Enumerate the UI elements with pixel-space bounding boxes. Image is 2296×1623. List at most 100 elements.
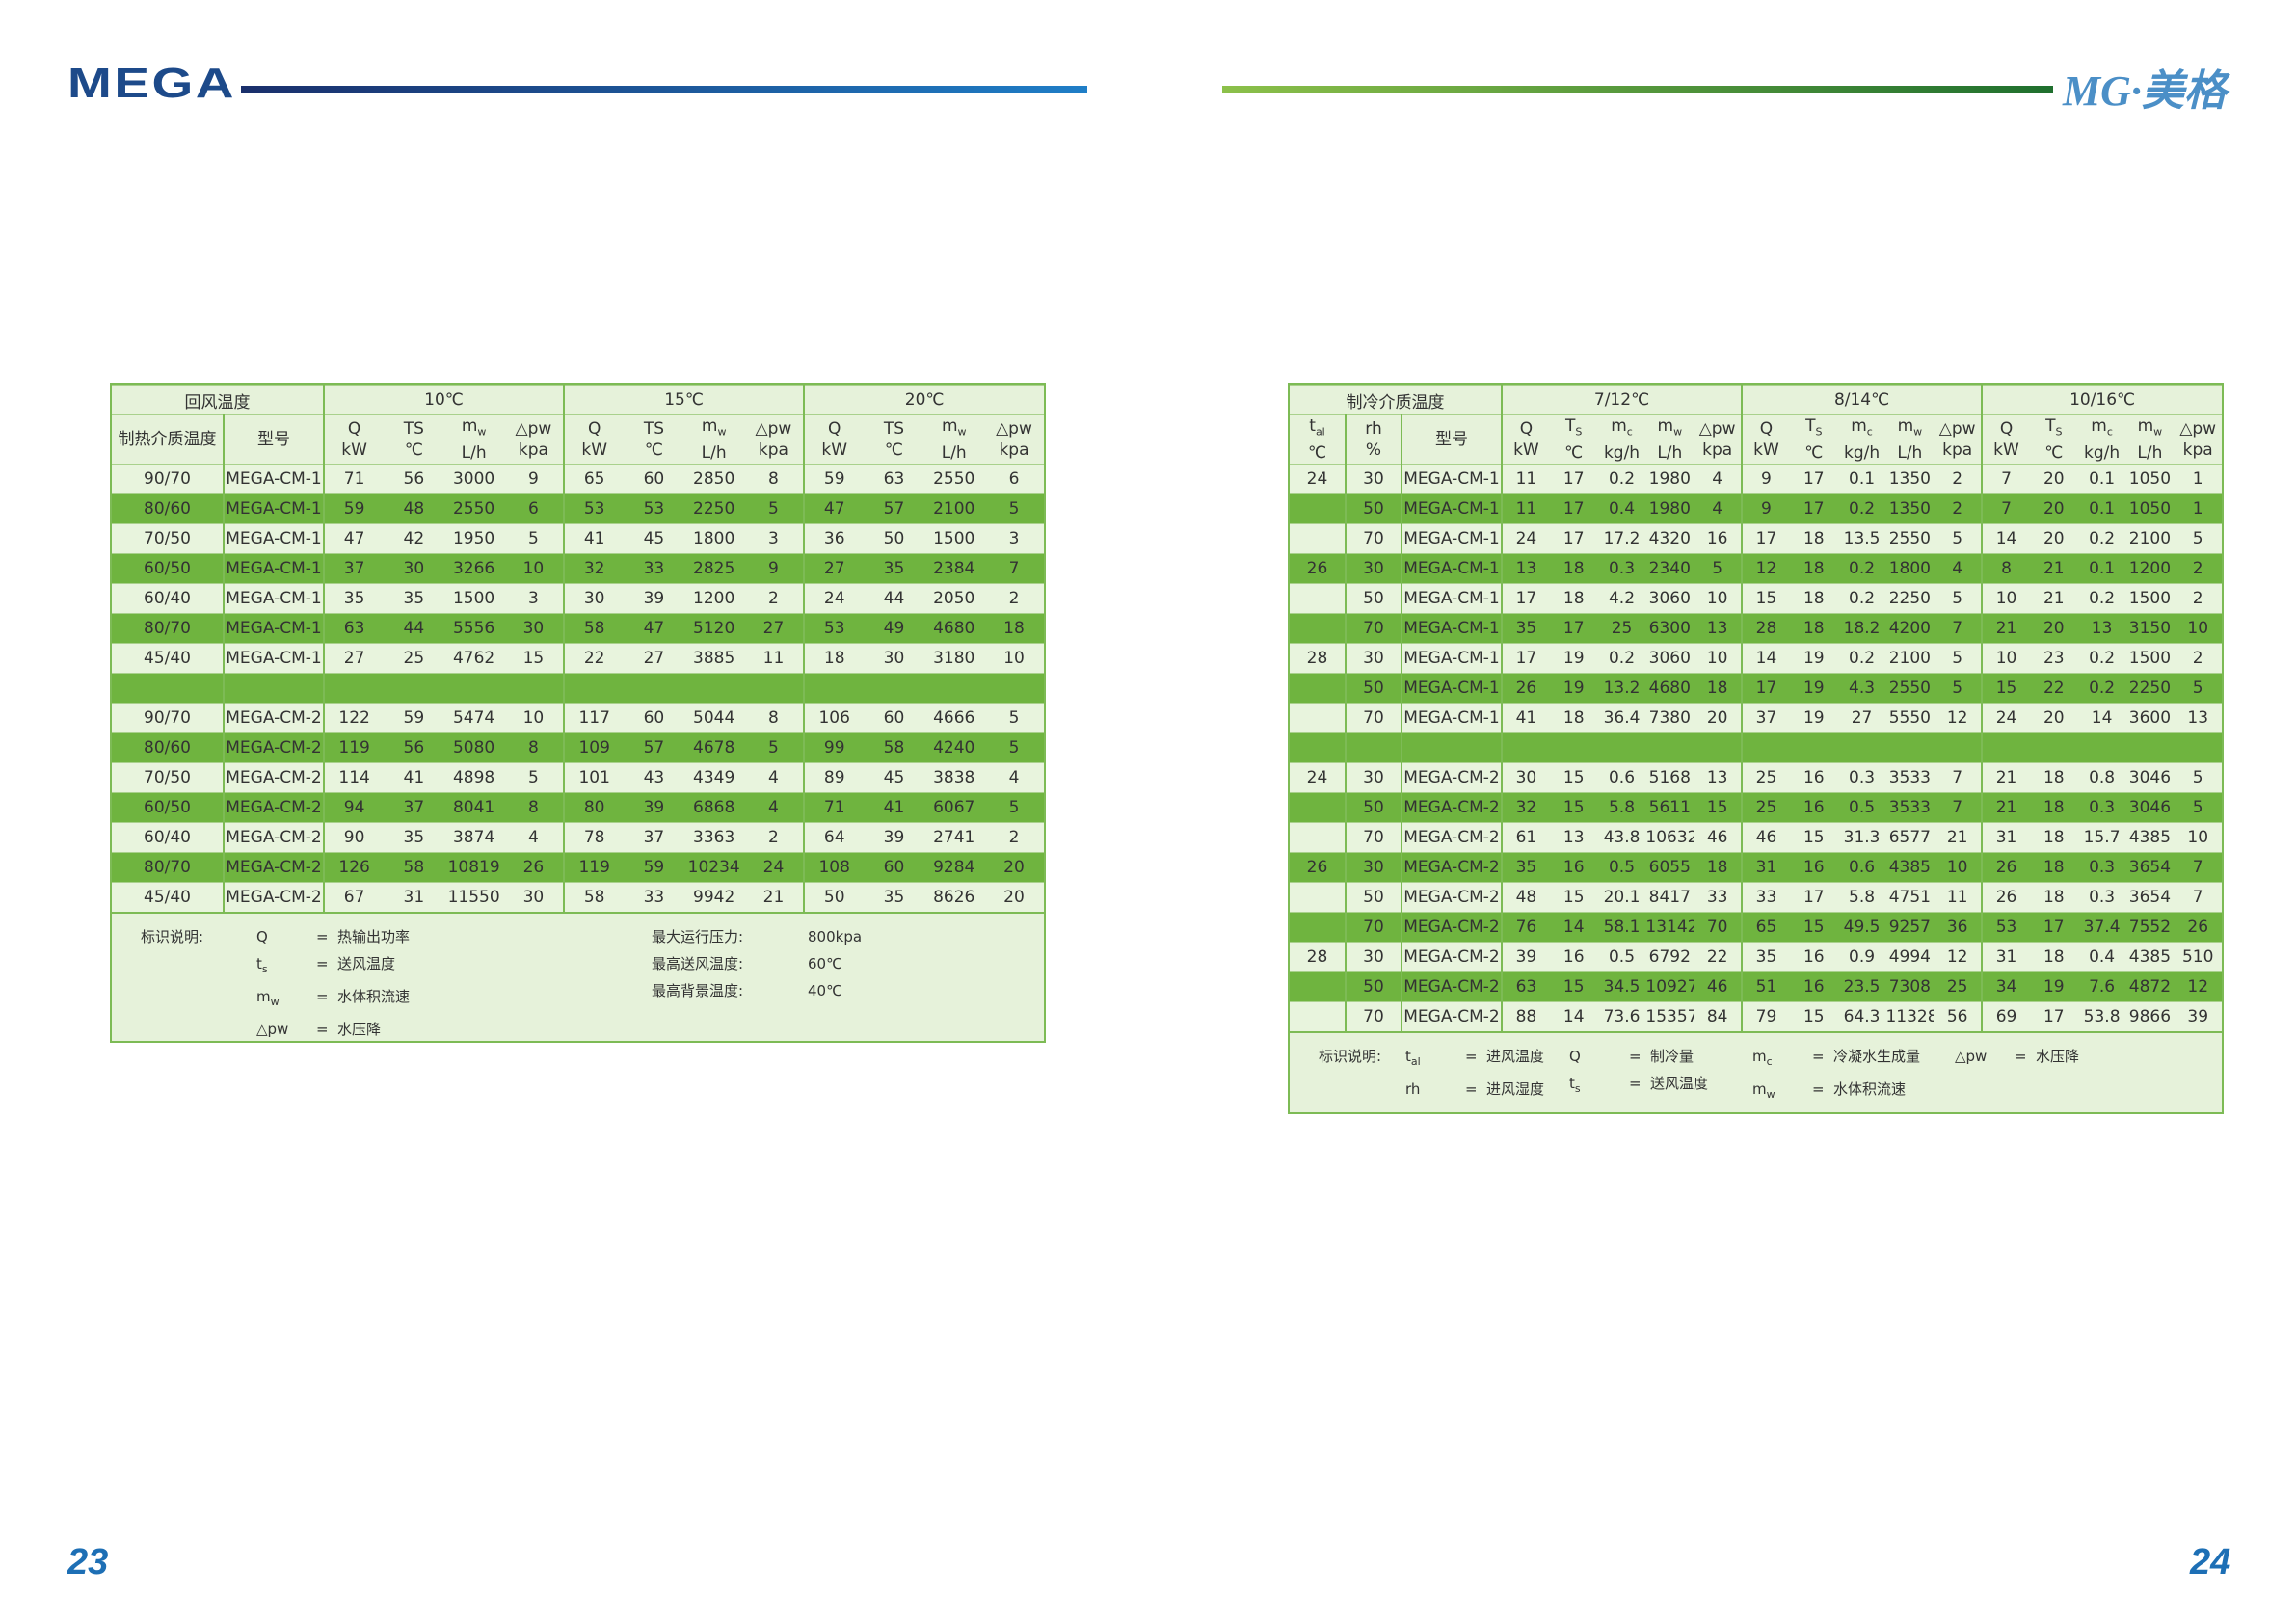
cell: 0.2: [1837, 583, 1886, 614]
cell: 63: [322, 613, 385, 644]
cell: 3600: [2125, 703, 2175, 733]
cell: 22: [2029, 673, 2078, 704]
cell: MEGA-CM-2: [223, 792, 324, 823]
cell: 90/70: [112, 464, 224, 494]
cell: 2250: [1885, 583, 1935, 614]
subscript: c: [1626, 425, 1633, 439]
cell: 5044: [683, 703, 744, 733]
header-cell: mc kg/h: [1597, 413, 1646, 465]
cell: 22: [563, 643, 625, 674]
symbol: Q: [1759, 419, 1774, 439]
cell: 90: [322, 822, 385, 853]
cell: 10: [503, 703, 565, 733]
cell: 45/40: [112, 882, 224, 913]
cell: 30: [864, 643, 924, 674]
table-row: 70/50 MEGA-CM-2 114 41 4898 5 101 43 4349 4 89 45 38…: [112, 762, 1045, 793]
cell: [683, 673, 744, 704]
header-cell: TS ℃: [2029, 413, 2078, 465]
cell: 21: [2029, 553, 2078, 584]
cell: 19: [1789, 643, 1838, 674]
symbol: △pw: [2179, 419, 2217, 439]
cell: 18: [2029, 942, 2078, 972]
cell: MEGA-CM-1: [1400, 643, 1503, 674]
cell: 23.5: [1837, 971, 1886, 1002]
cell: 5: [743, 732, 805, 763]
cell: 4320: [1645, 523, 1695, 554]
cell: 11: [1501, 493, 1550, 524]
cell: 2100: [923, 493, 984, 524]
cell: 20: [983, 852, 1045, 883]
cell: 25: [1741, 762, 1790, 793]
cell: 58: [864, 732, 924, 763]
cell: 13: [1694, 613, 1743, 644]
unit: kg/h: [1843, 443, 1881, 464]
cell: 7: [983, 553, 1045, 584]
cell: [1597, 732, 1646, 763]
cell: 16: [1789, 762, 1838, 793]
cell: 35: [384, 822, 444, 853]
cell: 10: [1934, 852, 1983, 883]
cell: 15.7: [2077, 822, 2126, 853]
notes-column: △pw = 水压降: [1955, 1043, 2079, 1070]
unit: kW: [341, 440, 367, 461]
table-row: 26 30 MEGA-CM-2 35 16 0.5 6055 18 31 16 0.6 4385 10 2…: [1290, 852, 2223, 883]
cell: 18: [1694, 673, 1743, 704]
cell: 13: [1501, 553, 1550, 584]
cell: 43.8: [1597, 822, 1646, 853]
subscript: S: [1815, 425, 1823, 439]
unit: ℃: [1307, 443, 1327, 464]
cell: 25: [384, 643, 444, 674]
note-item: mw = 水体积流速: [1752, 1076, 1920, 1108]
page-number: 24: [2190, 1542, 2231, 1583]
note-symbol: rh: [1405, 1076, 1465, 1103]
unit: ℃: [884, 440, 904, 461]
cell: 80/60: [112, 732, 224, 763]
cell: 20: [2029, 493, 2078, 524]
note-symbol: mw: [1752, 1076, 1812, 1108]
subscript: w: [2153, 425, 2163, 439]
note-desc: 进风湿度: [1486, 1080, 1545, 1099]
cell: 71: [322, 464, 385, 494]
cell: 13: [1694, 762, 1743, 793]
cell: 32: [563, 553, 625, 584]
cell: [1290, 673, 1346, 704]
note-symbol: ts: [1569, 1070, 1629, 1103]
unit: ℃: [2044, 443, 2064, 464]
limit-value: 40℃: [808, 982, 842, 1000]
cell: 30: [1345, 553, 1402, 584]
symbol: Q: [1519, 419, 1534, 439]
cell: 3046: [2125, 792, 2175, 823]
cell: 33: [1741, 882, 1790, 913]
cell: MEGA-CM-1: [1400, 493, 1503, 524]
cell: 16: [1549, 852, 1598, 883]
cell: 64.3: [1837, 1001, 1886, 1032]
cell: 50: [1345, 583, 1402, 614]
note-item: tal = 进风温度: [1405, 1043, 1544, 1076]
cell: 18: [1549, 703, 1598, 733]
table-row: 80/60 MEGA-CM-1 59 48 2550 6 53 53 2250 5 47 57 2100…: [112, 493, 1045, 524]
cell: 1980: [1645, 493, 1695, 524]
cell: 5: [2174, 762, 2223, 793]
cell: 58: [384, 852, 444, 883]
cell: 21: [1981, 613, 2030, 644]
cell: 2850: [683, 464, 744, 494]
cell: 7: [1934, 792, 1983, 823]
cell: 5: [503, 523, 565, 554]
cell: 6: [983, 464, 1045, 494]
note-sign: =: [316, 988, 329, 1006]
cell: 3885: [683, 643, 744, 674]
cell: 56: [384, 732, 444, 763]
cell: 16: [1789, 792, 1838, 823]
cell: 7: [1934, 613, 1983, 644]
table-row: 60/50 MEGA-CM-2 94 37 8041 8 80 39 6868 4 71 41 6067…: [112, 792, 1045, 823]
cell: 18: [2029, 882, 2078, 913]
symbol: m: [2091, 416, 2107, 436]
header-cell: TS ℃: [624, 413, 684, 465]
cell: 101: [563, 762, 625, 793]
cell: 3046: [2125, 762, 2175, 793]
cell: 10819: [443, 852, 504, 883]
header-cell: TS ℃: [864, 413, 924, 465]
cell: 6868: [683, 792, 744, 823]
cell: 26: [1501, 673, 1550, 704]
